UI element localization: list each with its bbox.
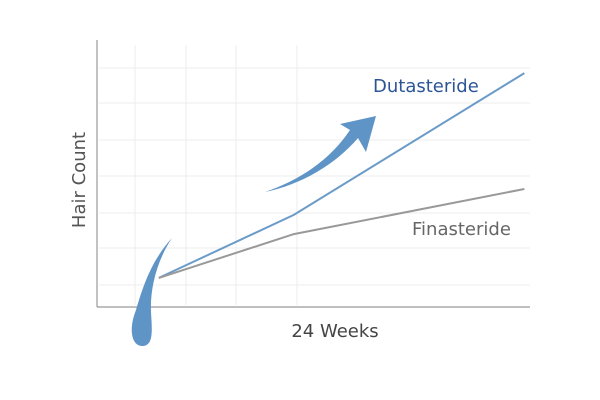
arrow-icon: [265, 116, 376, 192]
grid: [99, 45, 530, 305]
series-label: Dutasteride: [373, 76, 479, 97]
x-axis-label: 24 Weeks: [291, 321, 378, 342]
series-line: [158, 72, 525, 279]
hair-icon: [131, 238, 172, 346]
series-line: [158, 188, 525, 279]
y-axis-label: Hair Count: [69, 132, 90, 228]
series-label: Finasteride: [412, 219, 511, 240]
